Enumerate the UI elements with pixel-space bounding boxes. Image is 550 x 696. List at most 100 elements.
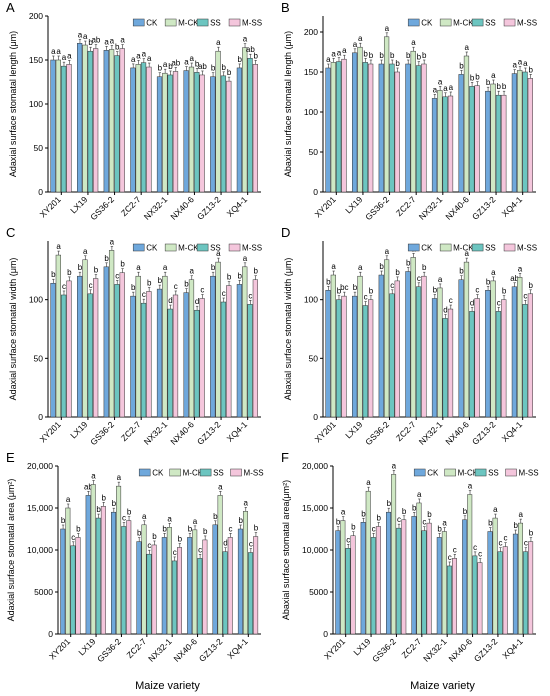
x-tick-label: NX40-6	[172, 636, 200, 664]
bar	[517, 522, 523, 635]
significance-letter: a	[518, 57, 523, 66]
significance-letter: b	[237, 271, 242, 280]
significance-letter: a	[385, 247, 390, 256]
significance-letter: b	[463, 507, 468, 516]
bar	[50, 282, 56, 418]
bar	[108, 250, 115, 418]
x-tick-label: XQ4-1	[500, 636, 525, 661]
significance-letter: a	[353, 40, 358, 49]
significance-letter: b	[137, 529, 142, 538]
bar	[345, 548, 351, 635]
significance-letter: b	[376, 513, 381, 522]
bar	[77, 43, 83, 193]
significance-letter: b	[406, 259, 411, 268]
bar	[55, 59, 61, 193]
significance-letter: a	[358, 34, 363, 43]
bar	[226, 285, 232, 418]
bar	[93, 278, 99, 418]
bar	[411, 516, 417, 635]
y-tick-label: 0	[38, 187, 43, 197]
bar	[183, 70, 189, 193]
significance-letter: a	[438, 77, 443, 86]
bar	[352, 52, 358, 193]
bar	[335, 530, 341, 635]
significance-letter: c	[364, 293, 368, 302]
significance-letter: b	[351, 523, 356, 532]
bar	[242, 266, 248, 418]
x-tick-label: ZC2-7	[119, 194, 143, 218]
significance-letter: a	[83, 247, 88, 256]
chart-panel-f: F 0 5000 10,000 15,000 20,000 Abaxial surface …	[281, 450, 539, 664]
x-tick-label: NX40-6	[168, 419, 196, 447]
significance-letter: b	[437, 524, 442, 533]
bar	[210, 275, 216, 418]
bar	[222, 551, 228, 635]
y-tick-label: 50	[34, 353, 44, 363]
significance-letter: a	[243, 35, 248, 44]
bar	[66, 280, 72, 418]
bar	[501, 299, 507, 418]
significance-letter: ab	[171, 58, 180, 67]
significance-letter: b	[402, 507, 407, 516]
bar	[458, 74, 464, 193]
bar	[199, 298, 205, 418]
legend-label: M-SS	[519, 469, 539, 478]
bar	[237, 528, 243, 635]
x-tick-label: GS36-2	[88, 194, 116, 222]
significance-letter: c	[147, 541, 151, 550]
bar	[130, 67, 136, 193]
chart-panel-e: E 0 5000 10,000 15,000 20,000 Adaxial surface …	[6, 450, 264, 664]
significance-letter: a	[142, 512, 147, 521]
bar	[220, 301, 227, 418]
legend-swatch	[228, 18, 241, 27]
significance-letter: b	[221, 63, 226, 72]
significance-letter: b	[336, 518, 341, 527]
bar	[447, 95, 454, 193]
y-tick-label: 5000	[34, 587, 53, 597]
significance-letter: d	[223, 539, 227, 548]
significance-letter: c	[200, 285, 204, 294]
legend-label: SS	[485, 244, 496, 253]
bar	[365, 490, 371, 635]
legend-swatch	[164, 243, 177, 252]
bar	[119, 48, 125, 193]
bar	[65, 507, 71, 635]
legend-swatch	[439, 243, 452, 252]
bar	[172, 294, 179, 418]
x-tick-label: XQ4-1	[500, 419, 525, 444]
legend-label: M-CK	[178, 19, 199, 28]
bar	[378, 274, 384, 418]
bar	[167, 308, 173, 418]
y-tick-label: 50	[34, 143, 44, 153]
bar	[495, 94, 502, 193]
bar	[490, 280, 496, 418]
bar	[442, 96, 448, 193]
significance-letter: a	[218, 482, 223, 491]
significance-letter: b	[131, 283, 136, 292]
y-tick-label: 10,000	[302, 545, 328, 555]
bar	[362, 305, 368, 418]
significance-letter: a	[78, 30, 83, 39]
x-tick-label: ZC2-7	[124, 636, 148, 660]
significance-letter: a	[163, 263, 168, 272]
bar	[528, 541, 534, 635]
significance-letter: c	[122, 513, 126, 522]
legend-swatch	[169, 468, 181, 477]
significance-letter: a	[341, 508, 346, 517]
significance-letter: a	[110, 36, 115, 45]
y-axis-label: Abaxial surface stomatal area(μm²)	[281, 480, 291, 620]
significance-letter: b	[337, 287, 342, 296]
panel-label: E	[6, 450, 15, 465]
significance-letter: ab	[246, 45, 255, 54]
bar	[177, 547, 182, 635]
bar	[325, 290, 331, 418]
bar	[77, 275, 83, 418]
significance-letter: b	[168, 62, 173, 71]
bar	[405, 271, 411, 418]
significance-letter: b	[502, 287, 507, 296]
significance-letter: b	[353, 283, 358, 292]
legend-label: CK	[421, 19, 433, 28]
bar	[82, 259, 88, 418]
significance-letter: c	[346, 535, 350, 544]
